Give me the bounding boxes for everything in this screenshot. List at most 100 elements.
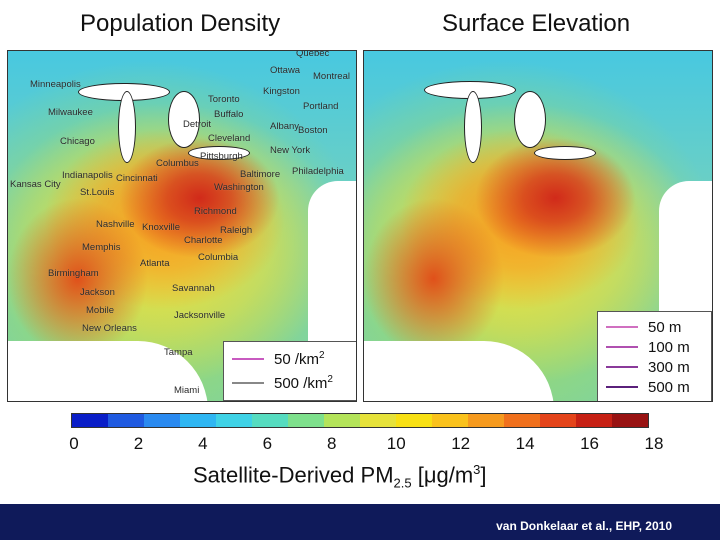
city-label: Atlanta: [140, 258, 170, 269]
surface-elevation-map: 50 m 100 m 300 m 500 m: [363, 50, 713, 402]
colorbar-cell: [432, 414, 468, 427]
city-label: Portland: [303, 101, 339, 112]
legend-label: 50 m: [648, 318, 682, 336]
colorbar-cell: [468, 414, 504, 427]
left-panel-title: Population Density: [80, 10, 281, 37]
legend-line: [232, 382, 264, 384]
city-label: Kansas City: [10, 179, 61, 190]
legend-line: [606, 386, 638, 388]
city-label: Richmond: [194, 206, 237, 217]
colorbar-cell: [504, 414, 540, 427]
lake-erie: [534, 146, 596, 160]
colorbar-tick-label: 2: [133, 434, 144, 453]
city-label: Birmingham: [48, 268, 99, 279]
city-label: Miami: [174, 385, 200, 396]
city-label: Montreal: [313, 71, 350, 82]
city-label: Columbus: [156, 158, 199, 169]
colorbar-tick-label: 16: [580, 434, 599, 453]
lake-huron: [514, 91, 546, 148]
colorbar-cell: [108, 414, 144, 427]
colorbar-cell: [396, 414, 432, 427]
legend-line: [606, 366, 638, 368]
colorbar-tick-label: 8: [327, 434, 337, 453]
colorbar-cell: [324, 414, 360, 427]
legend-item: 50 m: [606, 317, 681, 337]
lake-huron: [168, 91, 200, 148]
city-label: New Orleans: [82, 323, 137, 334]
colorbar-cell: [180, 414, 216, 427]
colorbar-tick-label: 18: [644, 434, 664, 453]
lake-michigan: [118, 91, 136, 163]
city-label: Washington: [214, 182, 264, 193]
city-label: Minneapolis: [30, 79, 81, 90]
colorbar-tick-label: 4: [198, 434, 208, 453]
legend-item: 100 m: [606, 337, 690, 357]
city-label: Knoxville: [142, 222, 181, 233]
city-label: Detroit: [183, 119, 211, 130]
city-label: Cleveland: [208, 133, 251, 144]
legend-label: 500 /km2: [274, 374, 333, 392]
lake-michigan: [464, 91, 482, 163]
city-label: New York: [270, 145, 311, 156]
legend-item: 50 /km2: [232, 349, 325, 369]
footer-bar: van Donkelaar et al., EHP, 2010: [0, 504, 720, 540]
city-label: Nashville: [96, 219, 135, 230]
citation: van Donkelaar et al., EHP, 2010: [496, 519, 672, 533]
colorbar-tick-label: 6: [262, 434, 273, 453]
city-label: Boston: [298, 125, 328, 136]
colorbar-label: Satellite-Derived PM2.5 [μg/m3]: [193, 462, 487, 491]
colorbar-tick-label: 12: [451, 434, 471, 453]
legend-label: 500 m: [648, 378, 690, 396]
city-label: Savannah: [172, 283, 215, 294]
population-density-legend: 50 /km2 500 /km2: [223, 341, 356, 401]
legend-item: 500 m: [606, 377, 690, 397]
colorbar-cell: [216, 414, 252, 427]
legend-item: 300 m: [606, 357, 690, 377]
right-panel-title: Surface Elevation: [442, 10, 631, 37]
colorbar-cell: [540, 414, 576, 427]
city-label: Baltimore: [240, 169, 281, 180]
legend-label: 50 /km2: [274, 350, 325, 368]
colorbar-tick-label: 0: [69, 434, 79, 453]
lake-erie: [188, 146, 250, 160]
city-label: Albany: [270, 121, 300, 132]
city-label: Quebec: [296, 50, 330, 59]
colorbar-cell: [288, 414, 324, 427]
city-label: Cincinnati: [116, 173, 158, 184]
population-density-map: Quebec Ottawa Montreal Minneapolis Kings…: [7, 50, 357, 402]
city-label: Ottawa: [270, 65, 301, 76]
colorbar-cell: [144, 414, 180, 427]
colorbar-tick-label: 10: [386, 434, 406, 453]
colorbar-cell: [360, 414, 396, 427]
legend-item: 500 /km2: [232, 373, 333, 393]
city-label: Philadelphia: [292, 166, 344, 177]
city-label: Jackson: [80, 287, 115, 298]
city-label: Buffalo: [214, 109, 244, 120]
city-label: Kingston: [263, 86, 300, 97]
colorbar-cell: [72, 414, 108, 427]
city-label: Chicago: [60, 136, 95, 147]
legend-line: [606, 346, 638, 348]
legend-label: 300 m: [648, 358, 690, 376]
gulf-of-mexico: [8, 341, 208, 401]
colorbar-cell: [252, 414, 288, 427]
city-label: Tampa: [164, 347, 193, 358]
city-label: Indianapolis: [62, 170, 113, 181]
city-label: Columbia: [198, 252, 239, 263]
city-label: Memphis: [82, 242, 121, 253]
colorbar-cell: [612, 414, 648, 427]
legend-label: 100 m: [648, 338, 690, 356]
pm25-colorbar: [71, 413, 649, 428]
colorbar-tick-label: 14: [515, 434, 535, 453]
city-label: Raleigh: [220, 225, 253, 236]
elevation-legend: 50 m 100 m 300 m 500 m: [597, 311, 712, 401]
legend-line: [232, 358, 264, 360]
city-label: Milwaukee: [48, 107, 93, 118]
city-label: Pittsburgh: [200, 151, 243, 162]
city-label: Mobile: [86, 305, 114, 316]
city-label: Toronto: [208, 94, 240, 105]
city-label: St.Louis: [80, 187, 115, 198]
city-label: Jacksonville: [174, 310, 226, 321]
colorbar-cell: [576, 414, 612, 427]
city-label: Charlotte: [184, 235, 223, 246]
